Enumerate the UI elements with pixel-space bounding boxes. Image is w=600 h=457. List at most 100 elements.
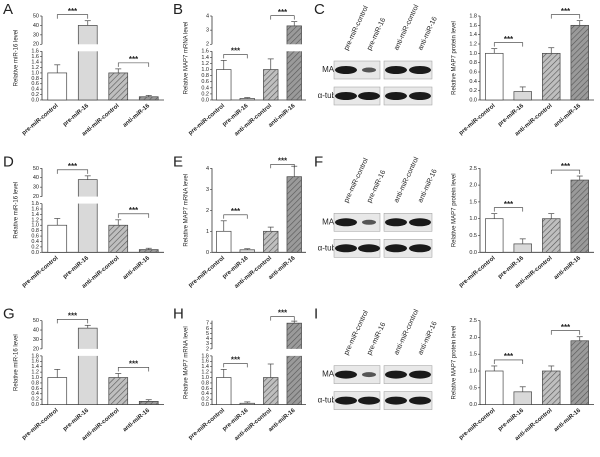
y-tick-label: 1.2 xyxy=(469,41,477,47)
y-tick-label: 0.6 xyxy=(31,81,39,87)
panel-label: A xyxy=(3,1,13,18)
bar xyxy=(77,327,98,405)
y-tick-label: 20 xyxy=(33,346,39,352)
x-tick-label: pre-miR-16 xyxy=(497,407,525,432)
bar xyxy=(570,24,589,101)
y-tick-label: 0.6 xyxy=(31,234,39,240)
bar xyxy=(286,25,302,101)
y-tick-label: 40 xyxy=(33,175,39,181)
significance-bracket xyxy=(56,14,89,19)
bar xyxy=(542,370,561,405)
y-tick-label: 0.4 xyxy=(201,85,209,91)
y-tick-label: 20 xyxy=(33,194,39,200)
y-tick-label: 0.8 xyxy=(201,73,209,79)
significance-label: *** xyxy=(231,207,241,216)
significance-bracket xyxy=(56,319,89,324)
y-tick-label: 0.0 xyxy=(201,402,209,408)
axis-break xyxy=(38,45,46,50)
x-tick-label: pre-miR-control xyxy=(458,255,497,289)
bar xyxy=(138,96,159,101)
y-tick-label: 1.2 xyxy=(31,370,39,376)
y-tick-label: 0.4 xyxy=(31,239,39,245)
blot-row-label: MAP7 xyxy=(322,217,344,226)
significance-label: *** xyxy=(129,360,139,369)
bar xyxy=(542,52,561,101)
y-tick-label: 1.0 xyxy=(31,70,39,76)
panel-label: D xyxy=(3,153,14,170)
lane-label: pre-miR-16 xyxy=(366,17,387,52)
significance-label: *** xyxy=(278,156,288,165)
y-axis-label: Relative MAP7 protein level xyxy=(452,326,458,400)
y-tick-label: 0.4 xyxy=(469,79,477,85)
y-tick-label: 3 xyxy=(206,187,209,193)
bar xyxy=(542,218,561,253)
blot-band xyxy=(385,244,407,253)
blot-band xyxy=(335,92,357,100)
blot-strip xyxy=(383,213,433,232)
bar xyxy=(570,340,589,405)
significance-bracket xyxy=(493,359,524,364)
y-tick-label: 30 xyxy=(33,32,39,38)
significance-label: *** xyxy=(504,352,514,361)
lane-label: pre-miR-control xyxy=(343,309,370,356)
bar xyxy=(263,69,279,101)
y-tick-label: 1.4 xyxy=(31,212,39,218)
y-tick-label: 1.2 xyxy=(201,370,209,376)
bar xyxy=(263,230,279,253)
blot-row-label: α-tubulin xyxy=(318,396,349,405)
y-tick-label: 1.2 xyxy=(31,217,39,223)
blot-band xyxy=(335,244,357,253)
blot-band xyxy=(385,92,407,100)
y-tick-label: 30 xyxy=(33,185,39,191)
blot-band xyxy=(358,396,380,405)
y-tick-label: 40 xyxy=(33,327,39,333)
y-tick-label: 2 xyxy=(206,346,209,352)
blot-strip xyxy=(383,60,433,80)
significance-bracket xyxy=(550,330,581,335)
blot-band xyxy=(385,370,407,379)
x-tick-label: anti-miR-16 xyxy=(122,103,151,129)
blot-band xyxy=(358,92,380,100)
significance-label: *** xyxy=(561,323,571,332)
blot-band xyxy=(335,218,357,227)
panel-label: I xyxy=(314,306,318,323)
significance-bracket xyxy=(550,169,581,175)
y-tick-label: 20 xyxy=(33,42,39,48)
blot-band xyxy=(409,92,431,100)
x-tick-label: pre-miR-control xyxy=(21,103,60,137)
y-tick-label: 50 xyxy=(33,13,39,19)
bar xyxy=(485,52,504,101)
y-tick-label: 50 xyxy=(33,318,39,324)
significance-label: *** xyxy=(129,55,139,64)
y-tick-label: 1.0 xyxy=(201,67,209,73)
blot-band xyxy=(409,396,431,405)
blot-band xyxy=(385,218,407,227)
y-tick-label: 0.6 xyxy=(201,79,209,85)
y-tick-label: 1.0 xyxy=(469,368,477,374)
y-tick-label: 0.0 xyxy=(469,97,477,103)
y-tick-label: 1.0 xyxy=(31,223,39,229)
blot-band xyxy=(335,370,357,379)
y-tick-label: 40 xyxy=(33,23,39,29)
y-tick-label: 0.2 xyxy=(31,92,39,98)
bar xyxy=(485,370,504,405)
y-tick-label: 0.6 xyxy=(469,69,477,75)
bar xyxy=(513,243,532,253)
y-tick-label: 0.5 xyxy=(469,385,477,391)
blot-band xyxy=(409,370,431,379)
bar xyxy=(138,249,159,253)
x-tick-label: pre-miR-16 xyxy=(62,103,90,128)
blot-band xyxy=(362,372,376,378)
lane-label: pre-miR-control xyxy=(343,157,370,204)
y-tick-label: 2.0 xyxy=(469,335,477,341)
blot-strip xyxy=(383,86,433,106)
y-tick-label: 1.4 xyxy=(31,364,39,370)
significance-bracket xyxy=(117,62,150,67)
blot-row-label: MAP7 xyxy=(322,65,344,74)
axis-break xyxy=(38,198,46,203)
panel-label: C xyxy=(314,1,325,18)
y-tick-label: 0.0 xyxy=(31,402,39,408)
blot-row-label: α-tubulin xyxy=(318,91,349,100)
y-tick-label: 0.0 xyxy=(31,250,39,256)
